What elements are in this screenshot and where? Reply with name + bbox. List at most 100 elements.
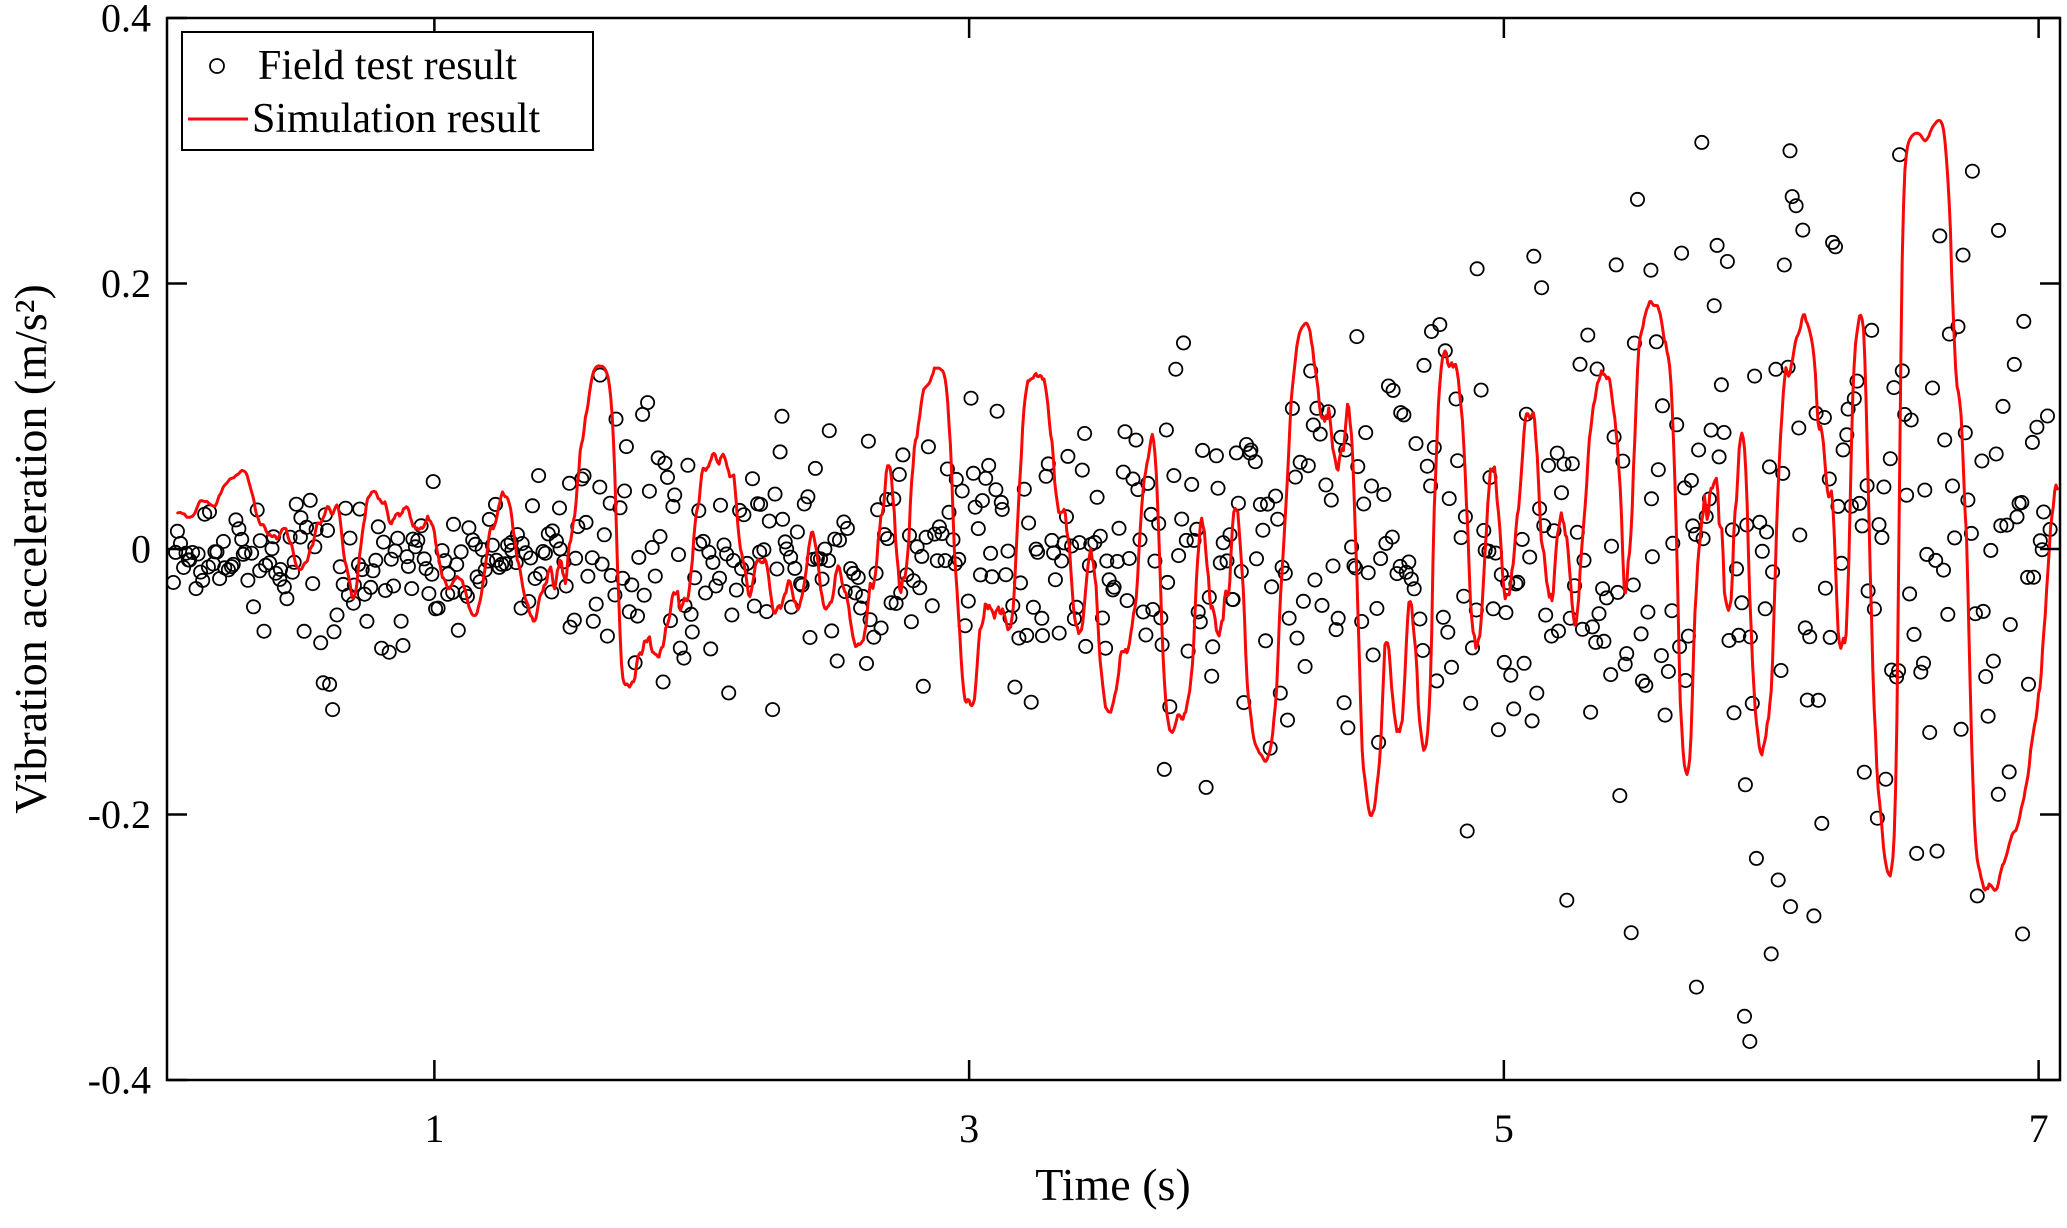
scatter-point [1325,558,1341,574]
scatter-point [608,411,624,427]
scatter-point [434,543,450,559]
scatter-point [245,599,261,615]
scatter-point [1810,692,1826,708]
scatter-point [813,551,829,567]
scatter-point [1864,322,1880,338]
scatter-point [998,567,1014,583]
scatter-point [1902,586,1918,602]
scatter-point [1156,761,1172,777]
scatter-point [832,532,848,548]
scatter-point [672,640,688,656]
x-tick-label: 1 [424,1106,444,1151]
scatter-point [1983,542,1999,558]
scatter-point [716,537,732,553]
scatter-point [1691,442,1707,458]
scatter-point [1869,810,1885,826]
scatter-point [2015,926,2031,942]
scatter-point [1638,677,1654,693]
scatter-point [983,545,999,561]
scatter-point [1596,633,1612,649]
scatter-point [1583,704,1599,720]
scatter-point [859,656,875,672]
scatter-point [1776,257,1792,273]
scatter-point [1323,492,1339,508]
scatter-point [1529,685,1545,701]
scatter-point [1534,280,1550,296]
scatter-point [244,545,260,561]
scatter-point [1655,398,1671,414]
scatter-point [1580,327,1596,343]
scatter-point [920,439,936,455]
scatter-point [1101,572,1117,588]
scatter-point [1916,655,1932,671]
scatter-point [1799,692,1815,708]
scatter-point [862,612,878,628]
scatter-point [1140,475,1156,491]
scatter-point [660,469,676,485]
scatter-point [302,492,318,508]
scatter-point [1459,823,1475,839]
scatter-point [1358,425,1374,441]
scatter-point [807,460,823,476]
scatter-point [1204,668,1220,684]
scatter-point [909,539,925,555]
scatter-point [1360,565,1376,581]
scatter-point [1210,480,1226,496]
scatter-point [918,529,934,545]
scatter-point [1095,610,1111,626]
scatter-point [1448,391,1464,407]
scatter-point [2002,617,2018,633]
scatter-point [1821,471,1837,487]
scatter-point [1782,143,1798,159]
scatter-point [1640,604,1656,620]
scatter-point [984,569,1000,585]
scatter-point [1099,553,1115,569]
scatter-point [1953,721,1969,737]
scatter-point [1806,908,1822,924]
scatter-point [753,496,769,512]
scatter-point [1117,424,1133,440]
scatter-point [544,523,560,539]
scatter-point [1849,373,1865,389]
scatter-point [915,678,931,694]
scatter-point [1797,620,1813,636]
scatter-point [1665,535,1681,551]
scatter-point [1178,532,1194,548]
scatter-point [1393,405,1409,421]
legend-simulation-label: Simulation result [252,96,540,142]
scatter-point [721,685,737,701]
scatter-point [1660,664,1676,680]
scatter-point [599,628,615,644]
y-tick-label: 0.2 [101,261,151,306]
legend-box [181,31,594,151]
scatter-point [365,563,381,579]
scatter-point [178,545,194,561]
scatter-point [1955,247,1971,263]
scatter-point [1498,605,1514,621]
scatter-point [410,532,426,548]
scatter-point [765,702,781,718]
scatter-point [1737,777,1753,793]
scatter-point [185,545,201,561]
scatter-point [1373,551,1389,567]
scatter-point [1490,722,1506,738]
scatter-point [1423,478,1439,494]
scatter-point [1162,699,1178,715]
scatter-point [256,623,272,639]
scatter-point [1759,524,1775,540]
scatter-point [1225,592,1241,608]
scatter-point [235,546,251,562]
scatter-point [1011,630,1027,646]
scatter-point [1408,436,1424,452]
scatter-point [1330,610,1346,626]
scatter-point [847,585,863,601]
scatter-point [195,572,211,588]
scatter-point [1817,580,1833,596]
scatter-point [544,584,560,600]
scatter-point [873,620,889,636]
scatter-point [1999,517,2015,533]
scatter-point [1208,448,1224,464]
scatter-point [326,624,342,640]
scatter-point [1584,619,1600,635]
scatter-point [1007,679,1023,695]
